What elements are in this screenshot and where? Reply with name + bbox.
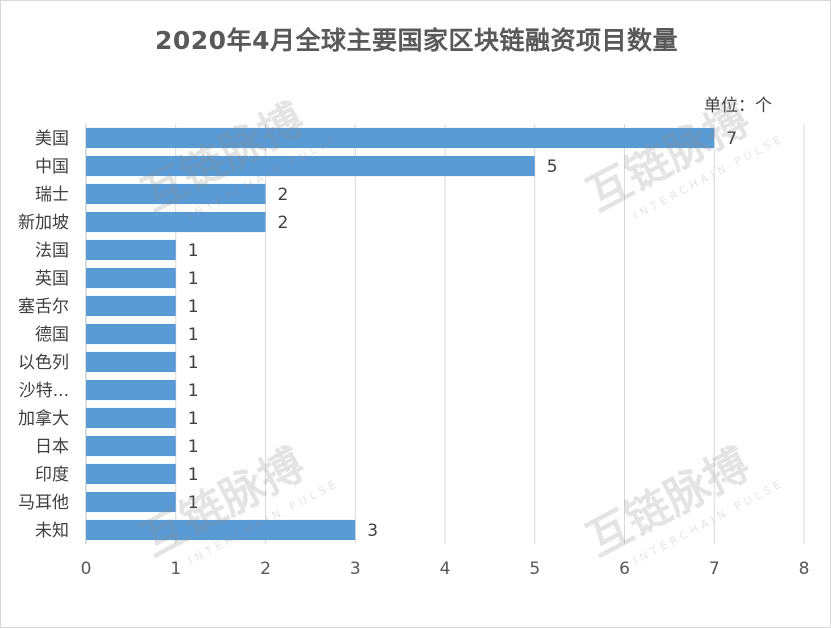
bar xyxy=(86,435,176,457)
bar xyxy=(86,239,176,261)
data-label: 5 xyxy=(547,157,558,177)
data-label: 1 xyxy=(188,269,199,289)
x-tick-label: 5 xyxy=(529,559,540,579)
unit-label: 单位：个 xyxy=(704,96,772,116)
data-label: 1 xyxy=(188,493,199,513)
bar xyxy=(86,407,176,429)
x-tick-label: 7 xyxy=(709,559,720,579)
x-tick-label: 4 xyxy=(440,559,451,579)
category-label: 塞舌尔 xyxy=(18,297,69,317)
x-tick-label: 2 xyxy=(260,559,271,579)
data-label: 1 xyxy=(188,409,199,429)
data-label: 7 xyxy=(726,129,737,149)
data-label: 1 xyxy=(188,437,199,457)
bar xyxy=(86,211,266,233)
bar xyxy=(86,491,176,513)
bar xyxy=(86,267,176,289)
category-label: 日本 xyxy=(35,437,69,457)
data-label: 3 xyxy=(367,521,378,541)
data-label: 1 xyxy=(188,241,199,261)
category-label: 中国 xyxy=(35,157,69,177)
x-tick-label: 1 xyxy=(170,559,181,579)
bar xyxy=(86,323,176,345)
bar xyxy=(86,127,715,149)
category-label: 加拿大 xyxy=(18,408,69,429)
bar xyxy=(86,295,176,317)
data-label: 2 xyxy=(278,185,289,205)
x-tick-label: 6 xyxy=(619,559,630,579)
data-label: 1 xyxy=(188,381,199,401)
data-label: 1 xyxy=(188,325,199,345)
data-label: 1 xyxy=(188,297,199,317)
bar xyxy=(86,155,535,177)
bar xyxy=(86,519,356,541)
bar xyxy=(86,379,176,401)
chart-title: 2020年4月全球主要国家区块链融资项目数量 xyxy=(155,26,678,55)
category-label: 法国 xyxy=(35,241,69,261)
category-label: 马耳他 xyxy=(18,493,69,513)
category-label: 美国 xyxy=(35,129,69,149)
bar xyxy=(86,183,266,205)
category-label: 瑞士 xyxy=(35,185,69,205)
x-tick-label: 3 xyxy=(350,559,361,579)
data-label: 2 xyxy=(278,213,289,233)
x-tick-label: 0 xyxy=(81,559,92,579)
bar xyxy=(86,463,176,485)
category-label: 以色列 xyxy=(18,353,69,373)
category-label: 新加坡 xyxy=(18,213,69,233)
data-label: 1 xyxy=(188,353,199,373)
category-label: 沙特... xyxy=(19,381,69,401)
category-label: 德国 xyxy=(35,325,69,345)
data-label: 1 xyxy=(188,465,199,485)
bar xyxy=(86,351,176,373)
category-label: 英国 xyxy=(35,269,69,289)
x-tick-label: 8 xyxy=(799,559,810,579)
category-label: 印度 xyxy=(35,465,69,485)
category-label: 未知 xyxy=(35,521,69,541)
